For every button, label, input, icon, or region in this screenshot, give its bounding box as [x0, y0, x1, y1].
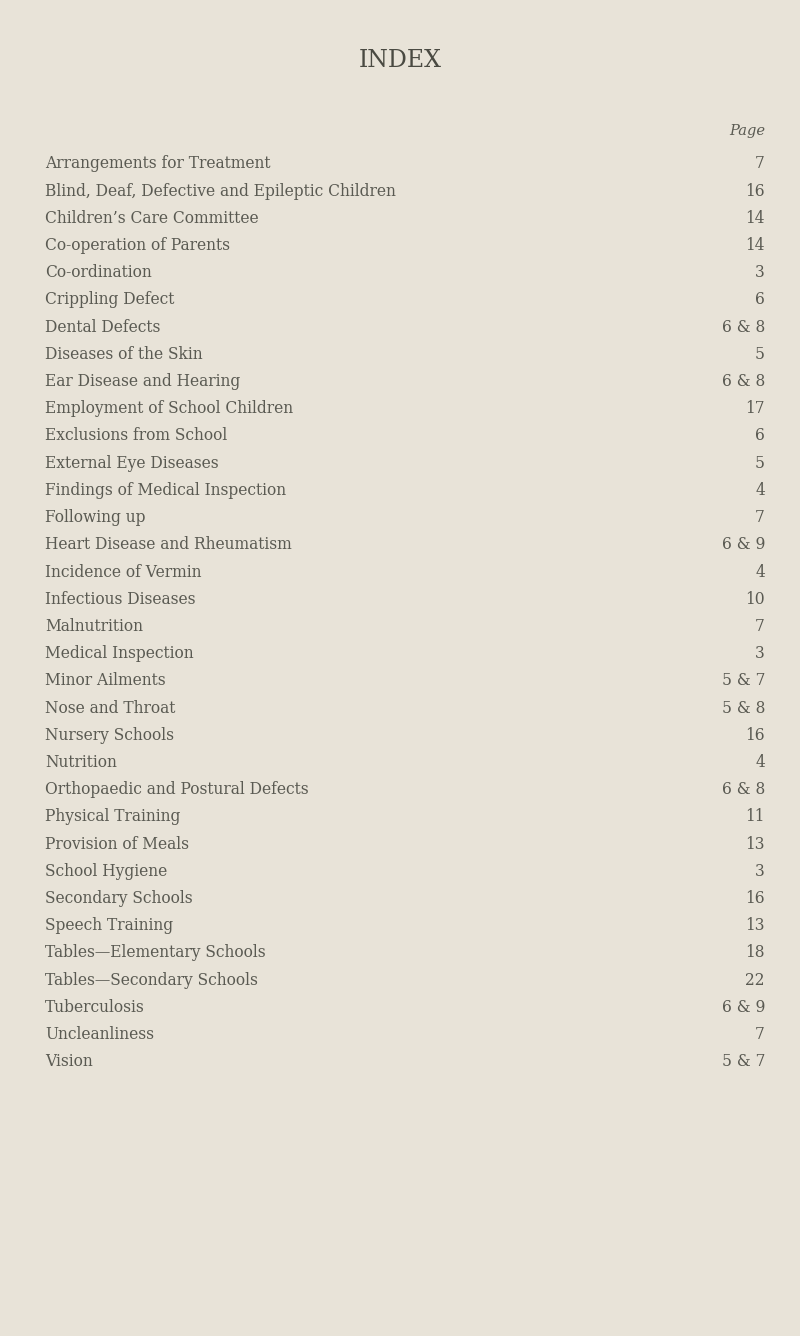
- Text: 4: 4: [755, 564, 765, 581]
- Text: 4: 4: [755, 754, 765, 771]
- Text: 10: 10: [746, 591, 765, 608]
- Text: Nutrition: Nutrition: [45, 754, 117, 771]
- Text: 4: 4: [755, 482, 765, 498]
- Text: 3: 3: [755, 863, 765, 879]
- Text: School Hygiene: School Hygiene: [45, 863, 167, 879]
- Text: 16: 16: [746, 890, 765, 907]
- Text: 7: 7: [755, 1026, 765, 1043]
- Text: 3: 3: [755, 265, 765, 282]
- Text: 7: 7: [755, 155, 765, 172]
- Text: Infectious Diseases: Infectious Diseases: [45, 591, 195, 608]
- Text: 5 & 7: 5 & 7: [722, 1053, 765, 1070]
- Text: 11: 11: [746, 808, 765, 826]
- Text: 6 & 8: 6 & 8: [722, 782, 765, 798]
- Text: INDEX: INDEX: [358, 49, 442, 72]
- Text: 5 & 7: 5 & 7: [722, 672, 765, 689]
- Text: Physical Training: Physical Training: [45, 808, 180, 826]
- Text: Crippling Defect: Crippling Defect: [45, 291, 174, 309]
- Text: Arrangements for Treatment: Arrangements for Treatment: [45, 155, 270, 172]
- Text: Employment of School Children: Employment of School Children: [45, 401, 293, 417]
- Text: Dental Defects: Dental Defects: [45, 319, 160, 335]
- Text: 3: 3: [755, 645, 765, 663]
- Text: 6: 6: [755, 291, 765, 309]
- Text: 5: 5: [755, 346, 765, 363]
- Text: 7: 7: [755, 509, 765, 526]
- Text: 13: 13: [746, 916, 765, 934]
- Text: Findings of Medical Inspection: Findings of Medical Inspection: [45, 482, 286, 498]
- Text: Uncleanliness: Uncleanliness: [45, 1026, 154, 1043]
- Text: Co-operation of Parents: Co-operation of Parents: [45, 236, 230, 254]
- Text: Nose and Throat: Nose and Throat: [45, 700, 175, 716]
- Text: Tables—Secondary Schools: Tables—Secondary Schools: [45, 971, 258, 989]
- Text: Provision of Meals: Provision of Meals: [45, 835, 189, 852]
- Text: Following up: Following up: [45, 509, 146, 526]
- Text: Orthopaedic and Postural Defects: Orthopaedic and Postural Defects: [45, 782, 309, 798]
- Text: 7: 7: [755, 619, 765, 635]
- Text: Incidence of Vermin: Incidence of Vermin: [45, 564, 202, 581]
- Text: Diseases of the Skin: Diseases of the Skin: [45, 346, 202, 363]
- Text: Exclusions from School: Exclusions from School: [45, 428, 227, 445]
- Text: Children’s Care Committee: Children’s Care Committee: [45, 210, 258, 227]
- Text: Blind, Deaf, Defective and Epileptic Children: Blind, Deaf, Defective and Epileptic Chi…: [45, 183, 396, 199]
- Text: Nursery Schools: Nursery Schools: [45, 727, 174, 744]
- Text: Co-ordination: Co-ordination: [45, 265, 152, 282]
- Text: 18: 18: [746, 945, 765, 962]
- Text: 13: 13: [746, 835, 765, 852]
- Text: Speech Training: Speech Training: [45, 916, 173, 934]
- Text: 14: 14: [746, 236, 765, 254]
- Text: 16: 16: [746, 727, 765, 744]
- Text: Ear Disease and Hearing: Ear Disease and Hearing: [45, 373, 240, 390]
- Text: Secondary Schools: Secondary Schools: [45, 890, 193, 907]
- Text: 6 & 8: 6 & 8: [722, 319, 765, 335]
- Text: Malnutrition: Malnutrition: [45, 619, 143, 635]
- Text: 6 & 9: 6 & 9: [722, 536, 765, 553]
- Text: 5: 5: [755, 454, 765, 472]
- Text: 6: 6: [755, 428, 765, 445]
- Text: 14: 14: [746, 210, 765, 227]
- Text: 6 & 9: 6 & 9: [722, 999, 765, 1015]
- Text: Medical Inspection: Medical Inspection: [45, 645, 194, 663]
- Text: 17: 17: [746, 401, 765, 417]
- Text: Page: Page: [729, 124, 765, 138]
- Text: 22: 22: [746, 971, 765, 989]
- Text: 5 & 8: 5 & 8: [722, 700, 765, 716]
- Text: Vision: Vision: [45, 1053, 93, 1070]
- Text: Tuberculosis: Tuberculosis: [45, 999, 145, 1015]
- Text: External Eye Diseases: External Eye Diseases: [45, 454, 218, 472]
- Text: Heart Disease and Rheumatism: Heart Disease and Rheumatism: [45, 536, 292, 553]
- Text: 6 & 8: 6 & 8: [722, 373, 765, 390]
- Text: Minor Ailments: Minor Ailments: [45, 672, 166, 689]
- Text: 16: 16: [746, 183, 765, 199]
- Text: Tables—Elementary Schools: Tables—Elementary Schools: [45, 945, 266, 962]
